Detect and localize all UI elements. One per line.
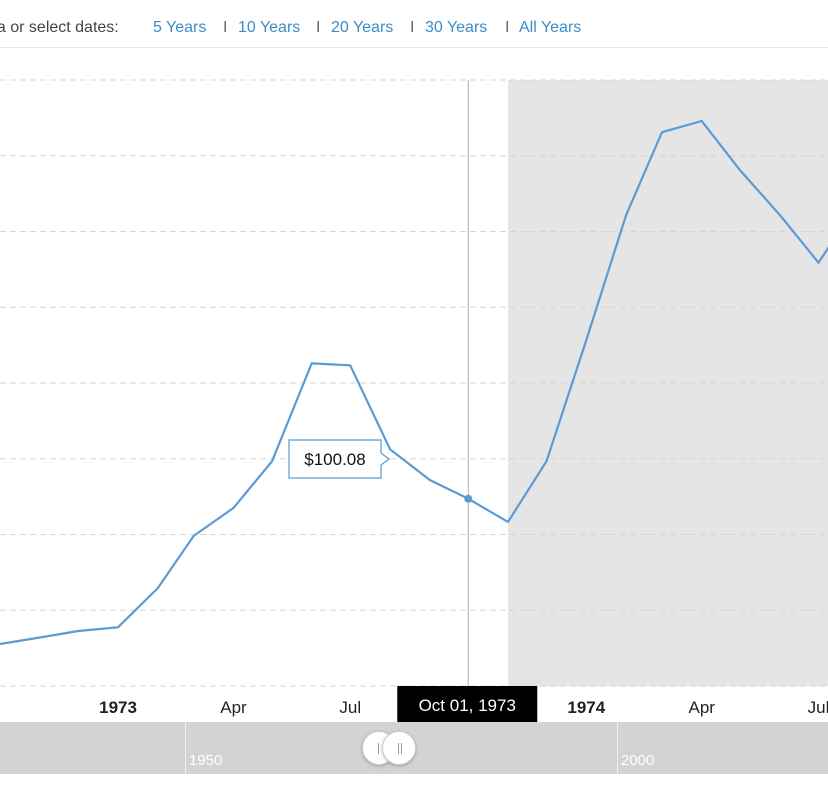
navigator-gridline — [617, 722, 618, 774]
range-5-years-link[interactable]: 5 Years — [153, 19, 207, 36]
range-10-years-link[interactable]: 10 Years — [238, 19, 301, 36]
navigator-label-2000: 2000 — [621, 752, 655, 769]
x-tick-label: 1973 — [99, 698, 137, 717]
date-pill — [397, 686, 538, 722]
date-range-navigator[interactable]: 1950 2000 — [0, 722, 828, 774]
line-chart[interactable]: 1973 Apr Jul 1974 Apr Jul $100.08 Oct 01, 1973 — [0, 48, 828, 722]
navigator-gridline — [185, 722, 186, 774]
range-separator: I — [316, 19, 321, 36]
navigator-right-handle[interactable] — [382, 731, 416, 765]
x-tick-label: Jul — [339, 698, 361, 717]
tooltip-box — [288, 439, 390, 479]
date-pill-text: Oct 01, 1973 — [419, 696, 516, 715]
x-tick-label: Jul — [808, 698, 828, 717]
range-30-years-link[interactable]: 30 Years — [425, 19, 488, 36]
grip-icon — [401, 743, 402, 754]
range-separator: I — [410, 19, 415, 36]
hover-point — [464, 494, 473, 503]
range-separator: I — [223, 19, 228, 36]
range-all-years-link[interactable]: All Years — [519, 19, 582, 36]
range-prompt: ea or select dates: — [0, 19, 119, 36]
range-separator: I — [505, 19, 510, 36]
x-tick-label: 1974 — [567, 698, 605, 717]
grip-icon — [398, 743, 399, 754]
grip-icon — [378, 743, 379, 754]
range-20-years-link[interactable]: 20 Years — [331, 19, 394, 36]
x-tick-label: Apr — [220, 698, 247, 717]
range-selector-bar: ea or select dates: 5 Years I 10 Years I… — [0, 0, 828, 48]
x-tick-label: Apr — [689, 698, 716, 717]
series-line — [0, 119, 828, 646]
tooltip-value: $100.08 — [304, 450, 365, 469]
navigator-label-1950: 1950 — [189, 752, 223, 769]
